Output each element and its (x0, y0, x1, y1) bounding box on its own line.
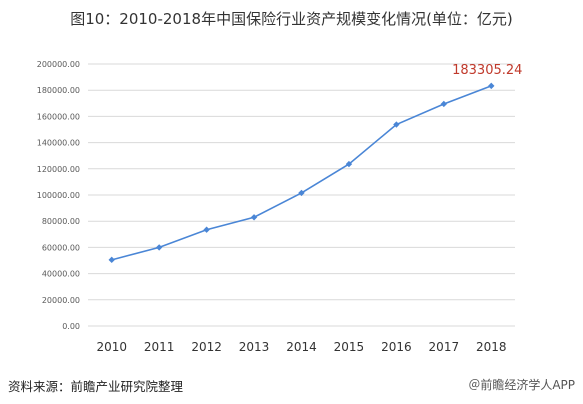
x-tick-label: 2010 (96, 340, 127, 354)
x-tick-label: 2014 (286, 340, 317, 354)
y-tick-label: 60000.00 (42, 243, 80, 252)
data-point (345, 160, 353, 168)
y-tick-label: 200000.00 (37, 60, 80, 69)
data-label: 183305.24 (452, 63, 522, 78)
y-tick-label: 0.00 (62, 322, 80, 331)
data-point (155, 244, 163, 251)
y-tick-label: 160000.00 (37, 112, 80, 121)
y-tick-label: 20000.00 (42, 296, 80, 305)
data-point (393, 121, 400, 128)
x-tick-label: 2011 (144, 340, 175, 354)
data-point (298, 189, 305, 197)
data-point (440, 100, 448, 108)
y-tick-label: 80000.00 (42, 217, 80, 226)
x-tick-label: 2017 (429, 340, 460, 354)
data-point (488, 82, 495, 90)
y-tick-label: 120000.00 (37, 165, 80, 174)
x-tick-label: 2018 (476, 340, 507, 354)
watermark-credit: ＠前瞻经济学人APP (468, 378, 575, 392)
x-tick-label: 2012 (191, 340, 222, 354)
y-tick-label: 100000.00 (37, 191, 80, 200)
source-note: 资料来源：前瞻产业研究院整理 (8, 379, 184, 394)
x-tick-label: 2016 (381, 340, 412, 354)
y-tick-label: 40000.00 (42, 270, 80, 279)
x-tick-label: 2015 (334, 340, 365, 354)
data-point (108, 256, 115, 264)
data-point (203, 226, 210, 233)
data-point (250, 214, 258, 221)
series-line (111, 85, 492, 261)
y-tick-label: 180000.00 (37, 86, 80, 95)
chart-title: 图10：2010-2018年中国保险行业资产规模变化情况(单位：亿元) (70, 10, 513, 28)
x-tick-label: 2013 (239, 340, 270, 354)
y-tick-label: 140000.00 (37, 139, 80, 148)
